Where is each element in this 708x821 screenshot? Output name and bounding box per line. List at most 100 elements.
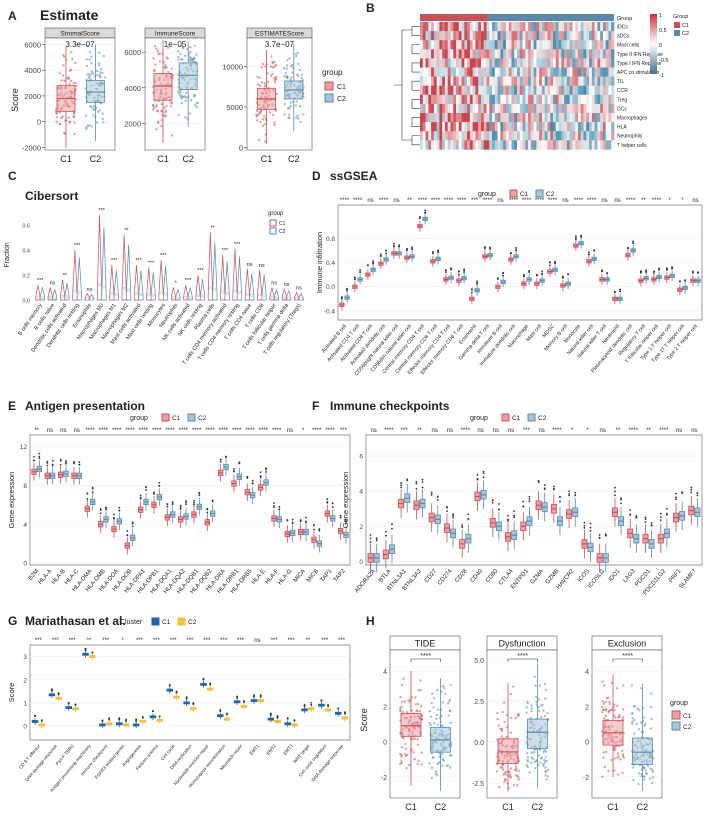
significance-label: ***: [35, 638, 43, 644]
C2-point: [90, 70, 93, 73]
heatmap-cell: [422, 49, 426, 59]
heatmap-cell: [533, 131, 537, 141]
outlier: [580, 235, 582, 238]
heatmap-cell: [566, 76, 570, 86]
heatmap-cell: [453, 113, 457, 123]
C2-point: [546, 775, 550, 778]
heatmap-cell: [583, 40, 587, 50]
heatmap-cell: [566, 122, 570, 132]
significance-label: ***: [186, 638, 194, 644]
heatmap-cell: [436, 131, 440, 141]
significance-label: ***: [111, 258, 118, 264]
heatmap-cell: [475, 122, 479, 132]
heatmap-cell: [530, 22, 534, 32]
heatmap-cell: [439, 131, 443, 141]
heatmap-cell: [450, 85, 454, 96]
heatmap-cell: [533, 40, 537, 50]
legend-title: Cluster: [120, 619, 143, 626]
heatmap-cell: [544, 49, 548, 59]
C2-point: [90, 125, 94, 128]
dendrogram-branch: [411, 135, 420, 146]
significance-label: ***: [135, 258, 142, 264]
heatmap-cell: [594, 94, 598, 105]
heatmap-cell: [453, 85, 457, 96]
outlier: [91, 491, 94, 494]
heatmap-cell: [467, 113, 471, 123]
heatmap-cell: [478, 85, 482, 96]
heatmap-cell: [572, 22, 576, 32]
heatmap-cell: [577, 40, 582, 50]
C1-point: [156, 49, 159, 53]
dendrogram-branch: [411, 44, 420, 55]
legend-key-C1: [161, 413, 170, 422]
outlier: [604, 534, 607, 537]
heatmap-cell: [602, 67, 606, 77]
C2-point: [101, 71, 104, 75]
y-tick-label: 0: [383, 740, 387, 747]
C1-point: [418, 709, 422, 713]
violin-median: [139, 293, 143, 297]
C1-point: [414, 703, 418, 706]
outlier: [359, 271, 361, 273]
heatmap-cell: [580, 67, 584, 77]
outlier: [46, 464, 49, 467]
heatmap-cell: [591, 85, 595, 96]
C2-point: [650, 692, 653, 695]
outlier: [153, 493, 155, 495]
outlier: [424, 209, 426, 212]
C1-box: [497, 738, 519, 764]
heatmap-cell: [555, 31, 559, 41]
y-tick-label: 6000: [24, 40, 41, 49]
heatmap-cell: [580, 58, 584, 68]
heatmap-cell: [519, 22, 523, 32]
heatmap-cell: [428, 122, 432, 132]
heatmap-cell: [555, 76, 559, 86]
heatmap-cell: [602, 140, 606, 150]
significance-bracket: [507, 658, 538, 662]
heatmap-cell: [480, 67, 485, 77]
heatmap-cell: [425, 49, 429, 59]
heatmap-cell: [431, 67, 435, 77]
C1-point: [613, 769, 616, 772]
C1-point: [55, 120, 58, 124]
significance-label: ns: [247, 262, 253, 268]
outlier: [536, 274, 538, 277]
C2-point: [98, 73, 102, 76]
outlier: [65, 461, 67, 464]
heatmap-cell: [597, 131, 601, 141]
heatmap-cell: [472, 94, 476, 105]
heatmap-cell: [439, 94, 443, 105]
heatmap-cell: [605, 103, 609, 114]
significance-label: ns: [692, 198, 698, 204]
plot-area: [29, 644, 351, 741]
heatmap-cell: [467, 49, 471, 59]
heatmap-cell: [536, 113, 540, 123]
C2-point: [631, 766, 635, 769]
outlier: [86, 498, 89, 500]
x-tick-label: EMT3: [282, 743, 294, 756]
significance-label: ns: [508, 428, 514, 434]
heatmap-cell: [555, 85, 559, 96]
C1-box: [153, 73, 173, 101]
significance-label: ****: [219, 428, 229, 434]
heatmap-cell: [425, 58, 429, 68]
heatmap-cell: [547, 85, 551, 96]
outlier: [305, 516, 307, 519]
C1-point: [503, 771, 506, 774]
heatmap-cell: [589, 85, 593, 96]
heatmap-cell: [586, 140, 590, 150]
C2-point: [428, 762, 431, 765]
C2-point: [449, 721, 452, 725]
heatmap-cell: [439, 67, 443, 77]
heatmap-cell: [503, 140, 507, 150]
C1-point: [258, 76, 261, 80]
outlier: [198, 494, 201, 497]
heatmap-cell: [475, 94, 479, 105]
heatmap-cell: [492, 131, 496, 141]
heatmap-cell: [514, 58, 518, 68]
heatmap-cell: [500, 85, 504, 96]
y-tick-label: 2: [359, 524, 363, 531]
heatmap-cell: [442, 67, 446, 77]
significance-label: ns: [367, 198, 373, 204]
C2-point: [436, 723, 440, 726]
